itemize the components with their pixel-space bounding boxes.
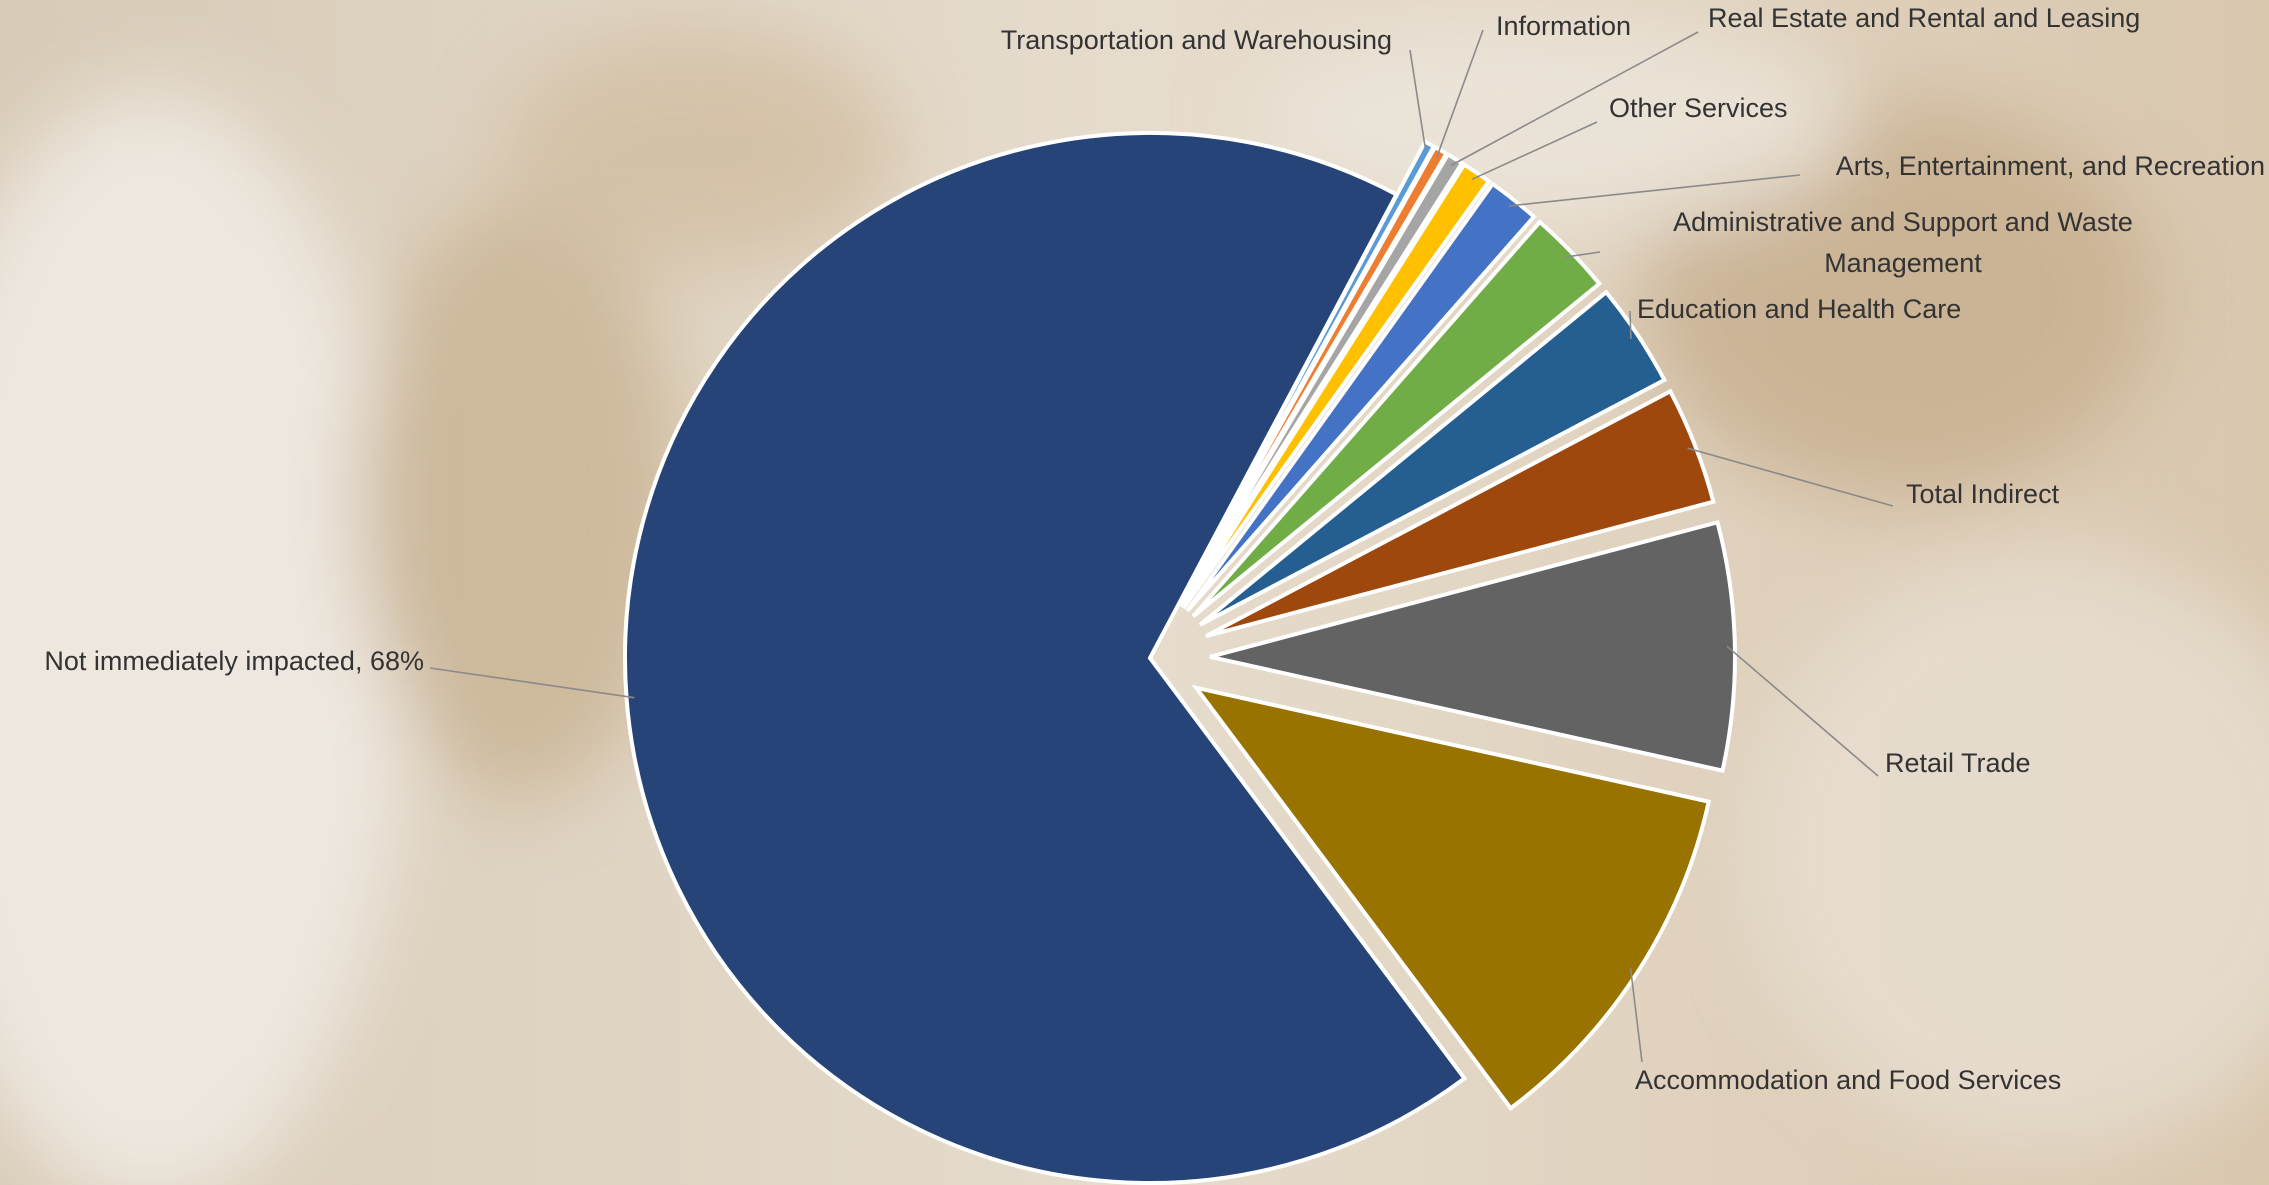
- leader-line: [1726, 645, 1879, 777]
- leader-line: [1471, 121, 1598, 180]
- data-label: Arts, Entertainment, and Recreation: [1836, 151, 2265, 181]
- leader-line: [429, 667, 635, 699]
- data-label: Not immediately impacted, 68%: [44, 646, 424, 676]
- pie-slice: [1191, 219, 1603, 618]
- data-label: Retail Trade: [1885, 748, 2031, 778]
- leader-line: [1436, 29, 1484, 158]
- pie-slice: [1179, 151, 1465, 608]
- data-label: Total Indirect: [1906, 479, 2060, 509]
- data-label: Accommodation and Food Services: [1635, 1065, 2061, 1095]
- pie-slice: [1204, 388, 1716, 639]
- pie-slice: [623, 131, 1468, 1185]
- leader-line: [1687, 447, 1894, 507]
- pie-slice: [1191, 684, 1712, 1112]
- data-label: Transportation and Warehousing: [1001, 25, 1392, 55]
- leader-line: [1409, 49, 1427, 152]
- data-label: Real Estate and Rental and Leasing: [1708, 3, 2140, 33]
- data-label-box: Administrative and Support and Waste Man…: [1673, 207, 2133, 278]
- pie: [623, 131, 1737, 1185]
- pie-slice: [1181, 161, 1492, 610]
- data-label: Administrative and Support and Waste Man…: [1673, 207, 2133, 278]
- pie-slice: [1185, 181, 1537, 613]
- leader-line: [1450, 31, 1699, 167]
- data-label: Other Services: [1609, 93, 1788, 123]
- pie-slice: [1198, 289, 1668, 627]
- data-label: Education and Health Care: [1637, 294, 1961, 324]
- leader-line: [1565, 251, 1601, 258]
- leader-line: [1629, 968, 1643, 1063]
- pie-slice: [1209, 519, 1737, 773]
- data-labels: Transportation and Warehousing Informatio…: [44, 3, 2265, 1095]
- leader-line: [1629, 310, 1632, 339]
- data-label: Information: [1496, 11, 1631, 41]
- leader-line: [1508, 174, 1801, 207]
